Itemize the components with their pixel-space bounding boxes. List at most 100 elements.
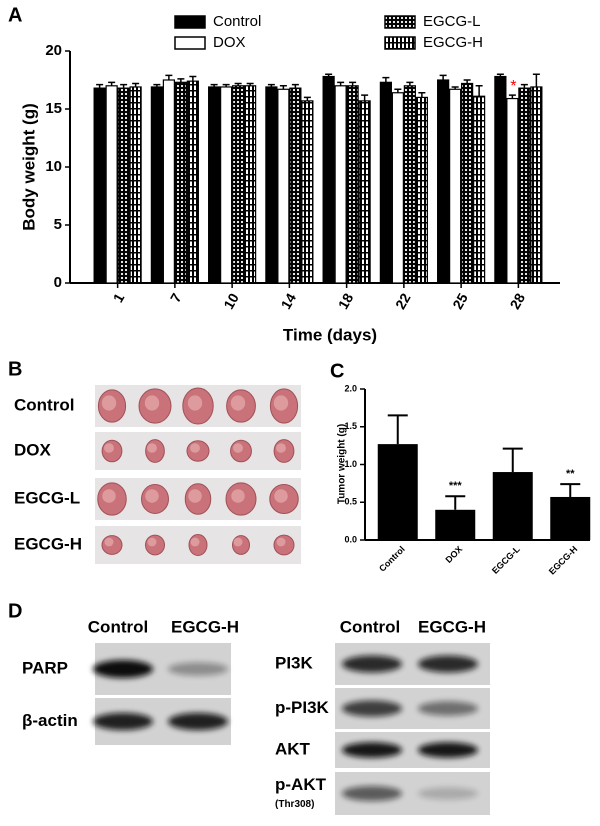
panel-label: D <box>8 600 22 622</box>
bar <box>403 85 416 284</box>
tumor-highlight <box>276 537 286 547</box>
error-bar <box>475 85 483 97</box>
band <box>168 712 228 731</box>
legend-label: DOX <box>213 34 246 51</box>
tumor-highlight <box>190 537 200 547</box>
error-bar <box>451 86 459 90</box>
error-bar <box>246 82 254 86</box>
bar <box>129 86 142 284</box>
bar <box>346 85 359 284</box>
row-label: DOX <box>14 440 52 459</box>
bar <box>449 88 462 284</box>
error-bar <box>439 74 447 80</box>
bar <box>265 86 278 284</box>
row-label: AKT <box>275 739 311 758</box>
tumor-highlight <box>230 395 246 411</box>
tumor-highlight <box>274 489 288 503</box>
bar <box>277 88 290 284</box>
bar <box>105 85 118 284</box>
bar <box>550 496 591 540</box>
bar <box>518 87 531 284</box>
bar <box>461 82 474 284</box>
error-bar <box>418 92 426 98</box>
tumor-highlight <box>104 537 114 547</box>
bar <box>289 87 302 284</box>
tumor-highlight <box>101 395 117 411</box>
row-label: p-PI3K <box>275 698 330 717</box>
tumor-highlight <box>145 489 159 503</box>
error-bar <box>496 73 504 77</box>
x-tick-label: 18 <box>335 290 357 312</box>
error-bar <box>303 96 311 101</box>
band <box>418 742 478 758</box>
bar <box>506 97 519 284</box>
x-tick-label: 14 <box>278 290 300 312</box>
bar <box>391 92 404 284</box>
bar <box>435 509 476 540</box>
y-tick-label: 1.0 <box>344 459 357 469</box>
bar <box>377 444 418 540</box>
error-bar <box>382 76 390 83</box>
row-note: (Thr308) <box>275 799 314 810</box>
legend-label: EGCG-H <box>423 34 483 51</box>
row-label: EGCG-H <box>14 534 82 553</box>
error-bar <box>120 83 128 89</box>
error-bar <box>279 85 287 90</box>
bar <box>473 95 486 284</box>
y-tick-label: 0.5 <box>344 497 357 507</box>
error-bar <box>222 83 230 87</box>
column-header: EGCG-H <box>418 617 486 636</box>
legend-label: Control <box>213 13 261 30</box>
bar <box>244 85 257 284</box>
panel-label: A <box>8 4 22 26</box>
error-bar <box>153 83 161 87</box>
band <box>93 660 153 678</box>
column-header: EGCG-H <box>171 617 239 636</box>
error-bar <box>267 83 275 87</box>
tumor-highlight <box>104 443 114 453</box>
tumor-highlight <box>187 395 203 411</box>
error-bar <box>387 414 408 445</box>
bar <box>232 85 245 284</box>
column-header: Control <box>340 617 400 636</box>
legend-swatch <box>174 15 206 29</box>
band <box>93 712 153 731</box>
error-bar <box>508 94 516 99</box>
y-tick-label: 10 <box>45 158 62 175</box>
y-tick-label: 1.5 <box>344 421 357 431</box>
bar <box>117 87 130 284</box>
error-bar <box>165 74 173 80</box>
x-tick-label: 28 <box>507 290 529 312</box>
y-tick-label: 5 <box>54 216 62 233</box>
error-bar <box>445 495 466 510</box>
legend-swatch <box>174 36 206 50</box>
bar <box>492 472 533 540</box>
annotation: *** <box>449 480 463 492</box>
legend-swatch <box>384 36 416 50</box>
error-bar <box>532 73 540 87</box>
error-bar <box>560 483 581 497</box>
tumor-highlight <box>276 443 286 453</box>
band <box>342 785 402 802</box>
error-bar <box>325 73 333 77</box>
bar <box>322 75 335 284</box>
y-axis-label: Tumor weight (g) <box>337 424 348 504</box>
x-axis-label: Time (days) <box>283 325 377 344</box>
tumor-highlight <box>188 489 202 503</box>
y-tick-label: 2.0 <box>344 383 357 393</box>
bar <box>174 81 187 284</box>
error-bar <box>349 81 357 86</box>
bar <box>150 86 163 284</box>
bar <box>334 85 347 284</box>
tumor-highlight <box>147 537 157 547</box>
y-tick-label: 15 <box>45 100 62 117</box>
x-tick-label: 1 <box>110 290 128 305</box>
error-bar <box>337 81 345 86</box>
y-axis-label: Body weight (g) <box>19 103 38 230</box>
bar <box>186 80 199 284</box>
x-tick-label: 25 <box>449 290 471 312</box>
x-tick-label: DOX <box>443 544 464 565</box>
bar <box>379 81 392 284</box>
tumor-highlight <box>273 395 289 411</box>
row-label: β-actin <box>22 711 78 730</box>
